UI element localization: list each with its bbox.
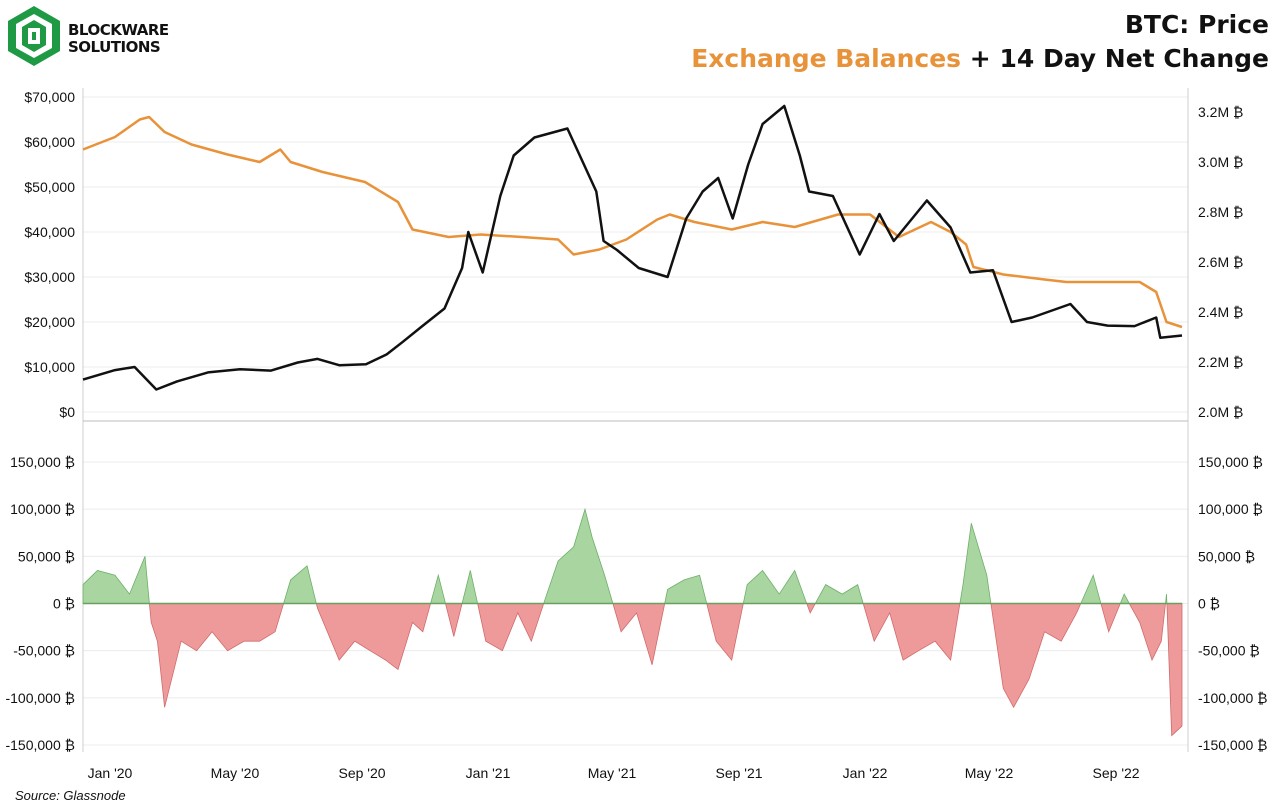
netchange-left-tick-label: 0 ₿	[53, 596, 75, 612]
price-tick-label: $70,000	[24, 89, 75, 105]
netchange-area-series	[82, 507, 1183, 737]
balance-tick-label: 3.0M ₿	[1198, 154, 1243, 170]
price-tick-label: $10,000	[24, 359, 75, 375]
logo-icon	[8, 6, 60, 66]
balance-tick-label: 2.2M ₿	[1198, 354, 1243, 370]
balance-tick-label: 2.0M ₿	[1198, 404, 1243, 420]
price-tick-label: $0	[59, 404, 75, 420]
price-panel-grid	[83, 96, 1188, 413]
negative-net-change-area	[83, 603, 1183, 737]
netchange-right-tick-label: -150,000 ₿	[1198, 737, 1268, 753]
date-axis-ticks: Jan '20 May '20 Sep '20 Jan '21 May '21 Sep '…	[88, 765, 1140, 781]
date-tick-label: Jan '22	[843, 765, 888, 781]
price-tick-label: $60,000	[24, 134, 75, 150]
netchange-left-tick-label: 150,000 ₿	[10, 454, 75, 470]
date-tick-label: Sep '22	[1093, 765, 1140, 781]
netchange-left-tick-label: 50,000 ₿	[18, 548, 75, 564]
date-tick-label: Sep '21	[716, 765, 763, 781]
netchange-left-tick-label: -100,000 ₿	[5, 690, 75, 706]
price-tick-label: $40,000	[24, 224, 75, 240]
date-tick-label: Sep '20	[339, 765, 386, 781]
date-tick-label: Jan '21	[466, 765, 511, 781]
balance-axis-ticks: 3.2M ₿ 3.0M ₿ 2.8M ₿ 2.6M ₿ 2.4M ₿ 2.2M ₿ 2.0M…	[1198, 104, 1243, 420]
netchange-left-tick-label: -50,000 ₿	[13, 643, 75, 659]
balance-tick-label: 2.6M ₿	[1198, 254, 1243, 270]
logo-text-line1: BLOCKWARE	[68, 21, 169, 39]
chart-title: BTC: Price	[1124, 10, 1269, 39]
source-note: Source: Glassnode	[15, 788, 126, 803]
subtitle-netchange-label: + 14 Day Net Change	[969, 44, 1269, 73]
price-tick-label: $20,000	[24, 314, 75, 330]
btc-price-line	[82, 104, 1183, 391]
netchange-right-tick-label: -50,000 ₿	[1198, 643, 1260, 659]
balance-tick-label: 2.4M ₿	[1198, 304, 1243, 320]
logo-text-line2: SOLUTIONS	[68, 38, 161, 56]
price-panel-series	[82, 104, 1183, 391]
price-tick-label: $30,000	[24, 269, 75, 285]
netchange-right-tick-label: 0 ₿	[1198, 596, 1220, 612]
netchange-right-tick-label: -100,000 ₿	[1198, 690, 1268, 706]
subtitle-balance-label: Exchange Balances	[691, 44, 962, 73]
netchange-left-axis-ticks: 150,000 ₿ 100,000 ₿ 50,000 ₿ 0 ₿ -50,000 ₿ -1…	[5, 454, 75, 753]
netchange-right-tick-label: 150,000 ₿	[1198, 454, 1263, 470]
netchange-left-tick-label: -150,000 ₿	[5, 737, 75, 753]
chart-titles: BTC: Price Exchange Balances + 14 Day Ne…	[691, 8, 1269, 76]
exchange-balance-line	[82, 115, 1183, 329]
netchange-left-tick-label: 100,000 ₿	[10, 501, 75, 517]
chart-subtitle: Exchange Balances + 14 Day Net Change	[691, 42, 1269, 76]
brand-logo: BLOCKWARE SOLUTIONS	[6, 4, 169, 74]
balance-tick-label: 2.8M ₿	[1198, 204, 1243, 220]
netchange-right-axis-ticks: 150,000 ₿ 100,000 ₿ 50,000 ₿ 0 ₿ -50,000 ₿ -1…	[1198, 454, 1268, 753]
date-tick-label: May '21	[588, 765, 637, 781]
netchange-right-tick-label: 50,000 ₿	[1198, 548, 1255, 564]
price-tick-label: $50,000	[24, 179, 75, 195]
date-tick-label: May '22	[965, 765, 1014, 781]
date-tick-label: May '20	[211, 765, 260, 781]
price-axis-ticks: $70,000 $60,000 $50,000 $40,000 $30,000 $20,0…	[24, 89, 75, 420]
balance-tick-label: 3.2M ₿	[1198, 104, 1243, 120]
date-tick-label: Jan '20	[88, 765, 133, 781]
netchange-right-tick-label: 100,000 ₿	[1198, 501, 1263, 517]
